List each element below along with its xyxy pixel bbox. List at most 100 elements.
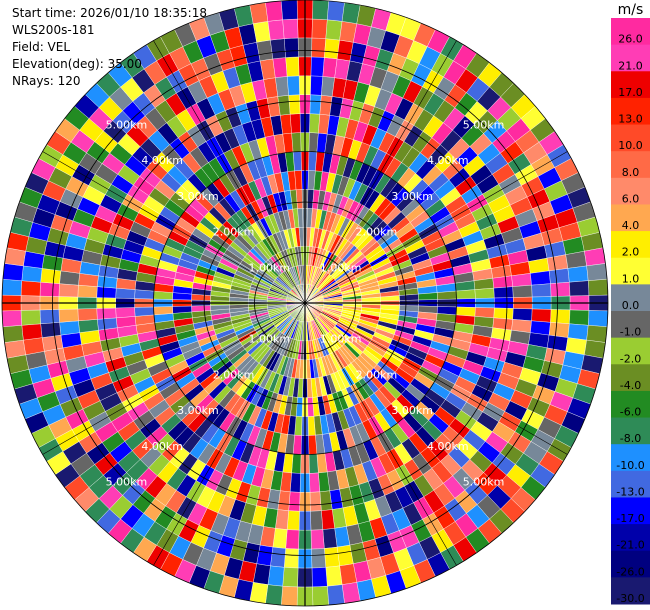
velocity-gate [249,2,269,24]
velocity-gate [586,325,608,343]
velocity-gate [309,113,321,134]
velocity-gate [312,0,329,20]
colorbar-swatch [611,470,650,498]
range-ring-label: 3.00km [391,404,433,417]
velocity-gate [455,289,476,300]
range-ring-label: 3.00km [391,190,433,203]
velocity-gate [588,310,609,327]
velocity-gate [309,491,322,512]
velocity-gate [272,57,288,78]
azimuth-spoke [153,40,306,304]
azimuth-spoke [304,151,568,304]
azimuth-spoke [42,302,306,455]
velocity-gate [327,584,345,606]
velocity-gate [281,586,298,607]
colorbar-swatch [611,204,650,232]
colorbar-swatch [611,524,650,552]
colorbar-tick-label: -30.0 [616,592,644,605]
colorbar-swatch [611,257,650,285]
range-ring-label: 5.00km [463,118,505,131]
colorbar-tick-label: -2.0 [620,352,641,365]
colorbar-tick-label: -17.0 [616,512,644,525]
velocity-gate [548,268,570,284]
velocity-gate [20,280,41,297]
velocity-gate [282,567,299,588]
velocity-gate [310,529,325,550]
colorbar-swatch [611,497,650,525]
velocity-gate [309,472,321,493]
velocity-gate [550,309,571,324]
velocity-gate [493,286,514,299]
velocity-gate [288,491,301,512]
velocity-gate [115,287,136,299]
colorbar-tick-label: 13.0 [618,113,643,126]
velocity-gate [310,56,325,77]
velocity-gate [548,322,570,338]
velocity-gate [312,586,329,607]
colorbar-swatch [611,18,650,46]
colorbar-tick-label: 10.0 [618,139,643,152]
velocity-gate [307,416,316,436]
range-ring-label: 2.00km [213,368,255,381]
colorbar-swatch [611,71,650,99]
colorbar-swatch [611,151,650,179]
elevation-text: Elevation(deg): 35.00 [12,57,142,71]
velocity-gate [282,18,299,39]
colorbar-swatch [611,550,650,578]
range-ring-label: 1.00km [320,333,362,346]
velocity-gate [172,305,192,314]
colorbar-tick-label: -1.0 [620,326,641,339]
velocity-gate [474,287,495,299]
velocity-gate [474,307,495,319]
colorbar-tick-label: -8.0 [620,432,641,445]
velocity-gate [567,323,589,341]
start-time-text: Start time: 2026/01/10 18:35:18 [12,6,207,20]
colorbar-swatch [611,444,650,472]
colorbar-swatch [611,337,650,365]
velocity-gate [2,263,24,281]
velocity-gate [284,37,299,58]
velocity-gate [512,308,533,322]
colorbar-swatch [611,284,650,312]
velocity-gate [289,113,301,134]
range-ring-label: 5.00km [463,476,505,489]
velocity-gate [285,529,300,550]
velocity-gate [281,0,298,20]
colorbar-tick-label: 1.0 [622,272,640,285]
velocity-gate [569,280,590,297]
velocity-gates [1,0,609,607]
velocity-gate [270,38,286,60]
velocity-gate [21,323,43,341]
range-ring-label: 5.00km [106,118,148,131]
range-ring-label: 1.00km [249,261,291,274]
range-ring-label: 2.00km [356,368,398,381]
velocity-gate [2,325,24,343]
velocity-gate [39,282,60,297]
velocity-gate [436,290,457,300]
colorbar-tick-label: -10.0 [616,459,644,472]
velocity-gate [21,265,43,283]
range-ring-label: 4.00km [141,154,183,167]
range-rings [1,0,609,607]
velocity-gate [325,19,343,41]
colorbar-tick-label: -26.0 [616,565,644,578]
range-ring-label: 2.00km [213,226,255,239]
velocity-gate [96,286,117,299]
colorbar-tick-label: 21.0 [618,59,643,72]
velocity-gate [288,94,301,115]
range-ring-label: 2.00km [356,226,398,239]
velocity-gate [550,282,571,297]
velocity-gate [321,509,335,530]
velocity-gate [265,584,283,606]
velocity-gate [588,279,609,296]
colorbar-swatch [611,364,650,392]
velocity-gate [59,320,80,336]
colorbar-tick-label: 2.0 [622,246,640,259]
velocity-gate [309,94,322,115]
velocity-gate [310,75,324,96]
colorbar-swatch [611,44,650,72]
velocity-gate [294,170,303,190]
velocity-gate [153,306,174,316]
colorbar-tick-label: 0.0 [622,299,640,312]
